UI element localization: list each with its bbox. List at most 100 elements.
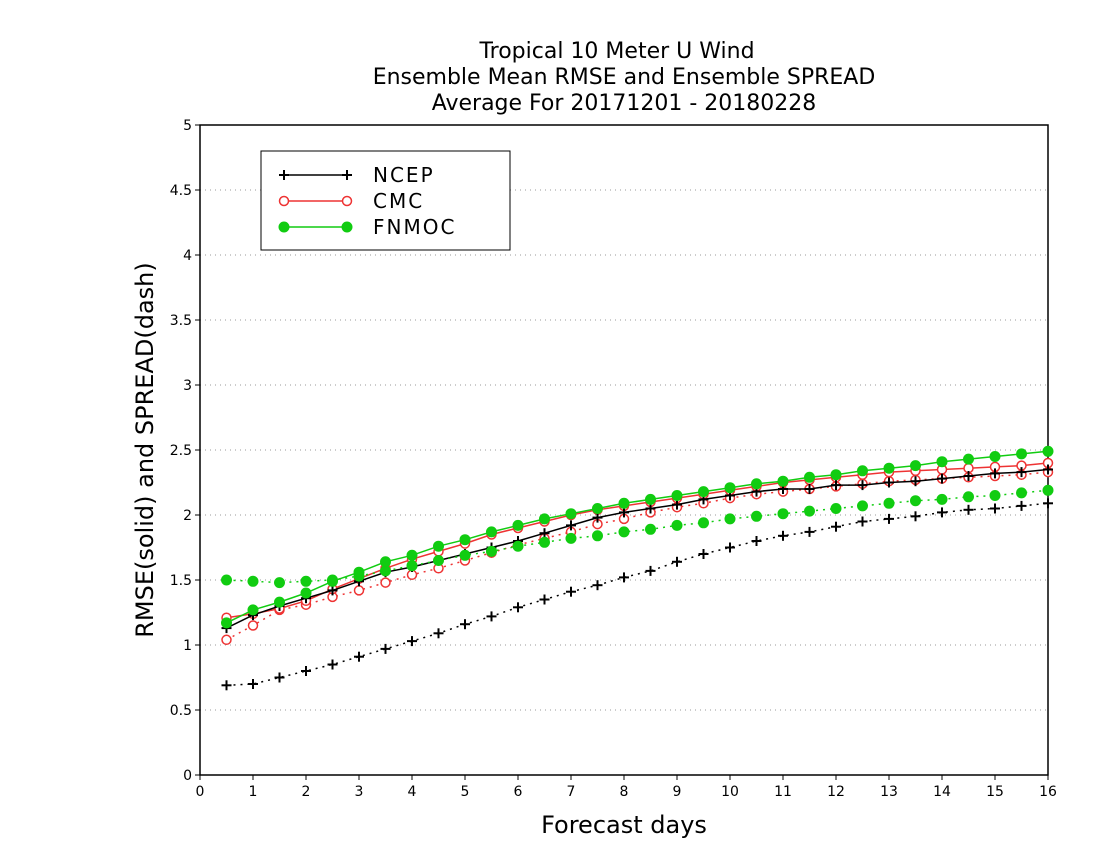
title-line-2: Ensemble Mean RMSE and Ensemble SPREAD — [373, 65, 876, 90]
ncep-spread-line — [226, 502, 1049, 687]
fnmoc-spread-point — [539, 536, 550, 548]
y-tick-label: 4.5 — [170, 183, 192, 199]
legend-label: CMC — [373, 189, 424, 213]
x-tick-label: 0 — [196, 784, 205, 800]
fnmoc-rmse-point — [698, 486, 709, 498]
legend-item-ncep: NCEP — [279, 163, 433, 187]
fnmoc-rmse-point — [724, 482, 736, 494]
legend-marker — [342, 170, 352, 180]
x-tick-label: 8 — [620, 784, 629, 800]
fnmoc-rmse-point — [857, 465, 868, 477]
ncep-rmse-line — [226, 468, 1049, 629]
y-tick-label: 3 — [183, 378, 192, 394]
ncep-spread-point — [831, 521, 841, 532]
fnmoc-rmse-point — [671, 490, 683, 501]
fnmoc-rmse-point — [327, 575, 338, 587]
x-tick-label: 14 — [933, 784, 951, 800]
fnmoc-spread-point — [565, 532, 577, 544]
fnmoc-rmse-point — [247, 604, 259, 616]
ncep-spread-point — [221, 680, 232, 691]
ncep-spread-point — [804, 526, 815, 537]
ncep-rmse-point — [327, 585, 338, 596]
title-line-3: Average For 20171201 - 20180228 — [432, 91, 817, 116]
fnmoc-rmse-series — [221, 445, 1054, 629]
fnmoc-spread-point — [963, 491, 974, 503]
fnmoc-rmse-point — [380, 556, 391, 568]
y-tick-label: 3.5 — [170, 313, 192, 329]
fnmoc-rmse-point — [804, 471, 815, 483]
ncep-spread-point — [566, 586, 576, 597]
fnmoc-rmse-point — [274, 596, 285, 608]
fnmoc-rmse-point — [936, 456, 948, 468]
fnmoc-rmse-point — [539, 513, 550, 525]
ncep-spread-point — [433, 628, 444, 639]
y-tick-label: 5 — [183, 118, 192, 134]
fnmoc-spread-point — [380, 565, 391, 577]
fnmoc-spread-point — [777, 508, 789, 520]
y-tick-label: 4 — [183, 248, 192, 264]
ncep-spread-point — [910, 511, 921, 522]
fnmoc-rmse-point — [883, 462, 895, 474]
fnmoc-rmse-point — [353, 566, 365, 578]
fnmoc-spread-point — [618, 526, 630, 538]
x-tick-label: 15 — [986, 784, 1004, 800]
fnmoc-spread-point — [300, 575, 312, 587]
ncep-spread-point — [1043, 498, 1053, 509]
fnmoc-rmse-point — [830, 469, 842, 481]
fnmoc-rmse-point — [777, 475, 789, 487]
ncep-spread-point — [884, 513, 894, 524]
fnmoc-spread-point — [512, 540, 524, 552]
legend-marker — [278, 221, 290, 233]
fnmoc-rmse-point — [618, 497, 630, 509]
fnmoc-spread-point — [698, 517, 709, 529]
fnmoc-rmse-point — [221, 617, 232, 629]
fnmoc-spread-point — [1016, 487, 1027, 499]
fnmoc-rmse-point — [1042, 445, 1054, 457]
x-tick-label: 11 — [774, 784, 792, 800]
cmc-spread-point — [247, 620, 259, 631]
ncep-spread-point — [963, 504, 974, 515]
x-axis-label: Forecast days — [541, 811, 707, 839]
y-tick-label: 1 — [183, 638, 192, 654]
ncep-rmse-point — [672, 499, 682, 510]
ncep-rmse-point — [1043, 464, 1053, 475]
legend-label: FNMOC — [373, 215, 456, 239]
ncep-spread-point — [327, 659, 338, 670]
ncep-spread-point — [1016, 500, 1027, 511]
fnmoc-rmse-point — [459, 534, 471, 546]
fnmoc-spread-point — [751, 510, 762, 522]
ncep-rmse-point — [645, 503, 656, 514]
legend-marker — [278, 195, 290, 207]
ncep-rmse-point — [539, 528, 550, 539]
ncep-spread-point — [274, 672, 285, 683]
ncep-rmse-point — [566, 520, 576, 531]
ncep-spread-point — [990, 503, 1000, 514]
x-tick-label: 2 — [302, 784, 311, 800]
cmc-spread-series — [221, 466, 1054, 646]
legend-marker — [341, 221, 353, 233]
fnmoc-spread-series — [221, 484, 1054, 589]
ncep-spread-point — [513, 602, 523, 613]
ncep-spread-point — [698, 549, 709, 559]
fnmoc-spread-point — [804, 505, 815, 517]
ncep-spread-point — [672, 556, 682, 567]
fnmoc-spread-point — [989, 490, 1001, 501]
ncep-spread-point — [725, 542, 735, 553]
fnmoc-spread-point — [1042, 484, 1054, 496]
title-line-1: Tropical 10 Meter U Wind — [478, 39, 754, 64]
y-tick-label: 2.5 — [170, 443, 192, 459]
cmc-spread-line — [226, 471, 1049, 641]
fnmoc-spread-point — [221, 574, 232, 586]
fnmoc-rmse-point — [486, 526, 497, 538]
fnmoc-spread-point — [274, 577, 285, 589]
fnmoc-rmse-point — [565, 508, 577, 520]
ncep-spread-series — [221, 498, 1053, 691]
fnmoc-spread-point — [592, 530, 603, 542]
chart-title: Tropical 10 Meter U Wind Ensemble Mean R… — [373, 39, 876, 116]
grid — [200, 189, 1048, 711]
fnmoc-spread-point — [910, 495, 921, 507]
legend-item-cmc: CMC — [278, 189, 424, 213]
x-tick-label: 6 — [514, 784, 523, 800]
fnmoc-spread-point — [671, 519, 683, 531]
